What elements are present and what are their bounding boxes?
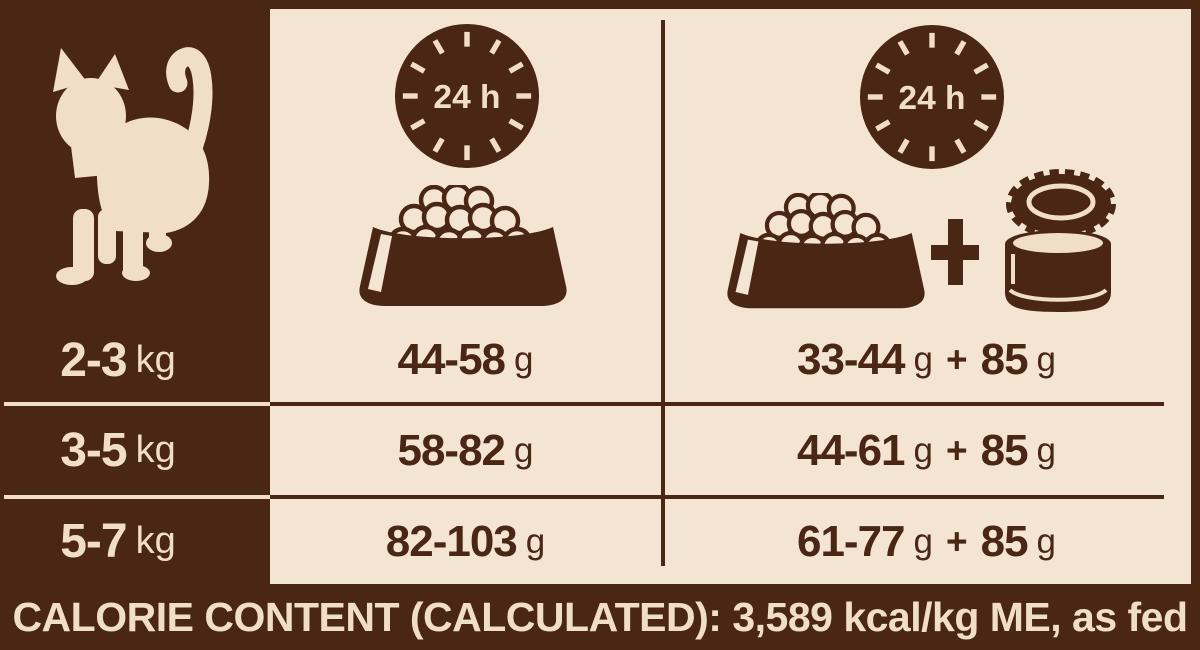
weight-unit: kg (135, 520, 176, 562)
table-row: 5-7 kg 82-103 g 61-77 g + 85 g (0, 499, 1200, 584)
row-divider (4, 402, 270, 406)
dry-amount-cell: 82-103 g (270, 499, 661, 584)
unit-g: g (913, 340, 933, 379)
dry-amount: 58-82 (397, 425, 506, 475)
dry-amount: 82-103 (385, 516, 518, 566)
wet-food-can-icon (1005, 169, 1116, 312)
row-divider (270, 402, 1164, 406)
plus-sign: + (945, 520, 968, 562)
cat-icon (53, 47, 213, 285)
mixed-amount-cell: 61-77 g + 85 g (661, 499, 1192, 584)
plus-sign: + (945, 339, 968, 380)
table-row: 2-3 kg 44-58 g 33-44 g + 85 g (0, 318, 1200, 402)
unit-g: g (913, 430, 933, 470)
mixed-amount-cell: 44-61 g + 85 g (661, 406, 1192, 495)
unit-g: g (1036, 340, 1057, 379)
dry-amount-cell: 44-58 g (270, 318, 661, 402)
24h-clock-icon: 24 h (859, 24, 1005, 170)
mixed-amount-cell: 33-44 g + 85 g (661, 318, 1192, 402)
clock-label: 24 h (898, 80, 965, 117)
mix-dry-amount: 33-44 (796, 335, 906, 384)
weight-value: 5-7 (60, 515, 127, 568)
calorie-content-bar: CALORIE CONTENT (CALCULATED): 3,589 kcal… (0, 584, 1200, 650)
table-row: 3-5 kg 58-82 g 44-61 g + 85 g (0, 406, 1200, 495)
top-border (0, 0, 1200, 9)
calorie-content-text: CALORIE CONTENT (CALCULATED): 3,589 kcal… (12, 593, 1188, 640)
unit-g: g (1036, 430, 1057, 470)
mix-wet-amount: 85 (980, 516, 1029, 566)
weight-unit: kg (135, 429, 176, 471)
plus-sign: + (945, 429, 968, 471)
right-border (1191, 0, 1200, 650)
weight-column-background (0, 0, 270, 584)
weight-unit: kg (135, 338, 176, 381)
unit-g: g (1036, 521, 1057, 561)
unit-g: g (525, 521, 546, 561)
mix-dry-amount: 61-77 (796, 516, 906, 566)
weight-value: 2-3 (60, 333, 127, 387)
mix-dry-amount: 44-61 (796, 425, 906, 475)
dry-amount: 44-58 (397, 335, 506, 384)
dry-food-bowl-icon (727, 193, 925, 309)
dry-amount-cell: 58-82 g (270, 406, 661, 495)
24h-clock-icon: 24 h (394, 23, 540, 169)
unit-g: g (514, 340, 534, 379)
unit-g: g (913, 521, 933, 561)
weight-cell: 5-7 kg (0, 499, 270, 584)
plus-icon (931, 219, 979, 285)
weight-cell: 2-3 kg (0, 318, 270, 402)
mix-wet-amount: 85 (980, 335, 1029, 384)
dry-food-bowl-icon (359, 185, 567, 306)
unit-g: g (514, 430, 534, 470)
column-divider (661, 20, 665, 566)
weight-value: 3-5 (60, 424, 127, 477)
mix-wet-amount: 85 (980, 425, 1029, 475)
row-divider (4, 495, 270, 499)
row-divider (270, 495, 1164, 499)
clock-label: 24 h (433, 79, 500, 116)
weight-cell: 3-5 kg (0, 406, 270, 495)
